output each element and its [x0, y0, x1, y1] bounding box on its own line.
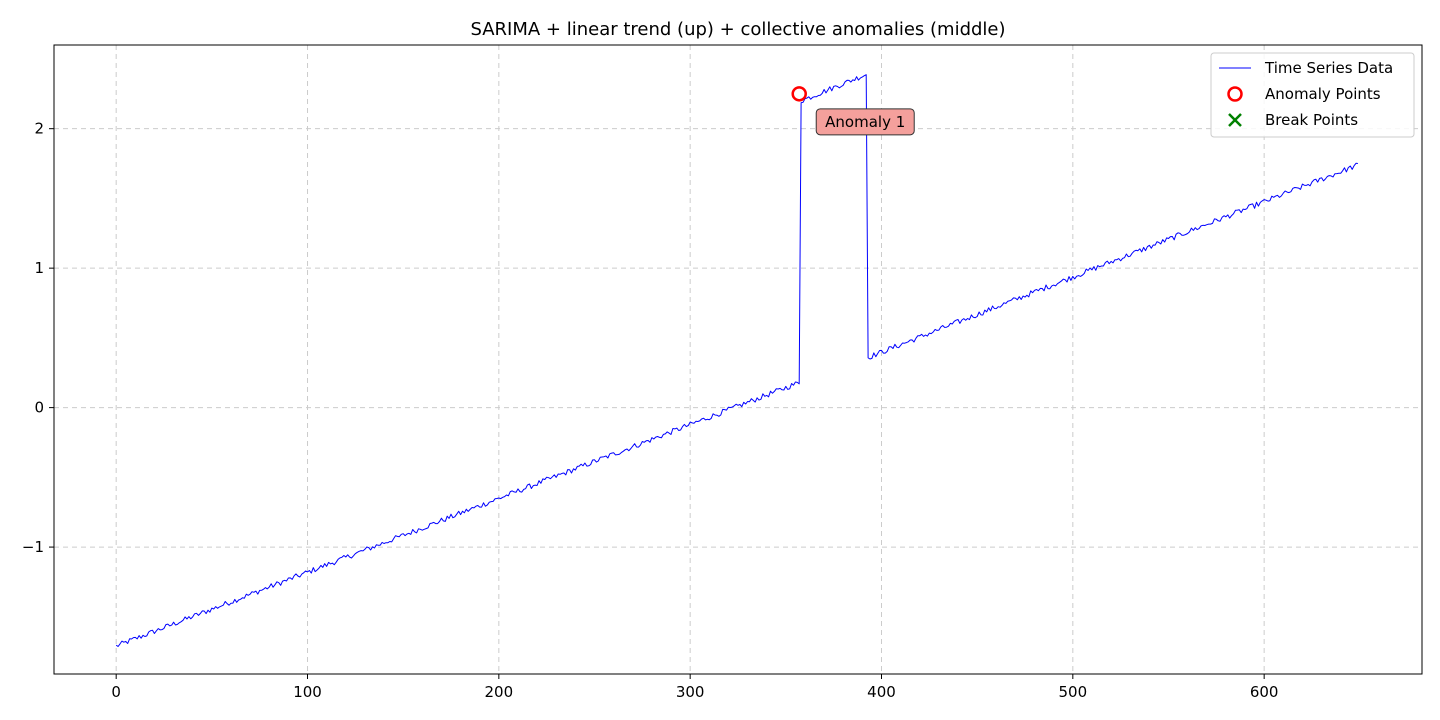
- axis-ticks: 0 100 200 300 400 500 600 −1 0 1 2: [22, 120, 1279, 701]
- legend-label: Anomaly Points: [1265, 85, 1381, 103]
- x-tick-label: 400: [867, 683, 896, 701]
- annotation-label: Anomaly 1: [825, 113, 905, 131]
- x-tick-label: 600: [1250, 683, 1279, 701]
- x-tick-label: 0: [111, 683, 121, 701]
- legend-swatch-circle: [1227, 86, 1243, 102]
- chart-title: SARIMA + linear trend (up) + collective …: [470, 19, 1005, 40]
- legend-swatch-x: [1228, 113, 1242, 127]
- plot-frame: [53, 44, 1423, 675]
- legend: Time Series Data Anomaly Points Break Poin…: [1210, 52, 1415, 138]
- x-tick-label: 200: [485, 683, 514, 701]
- legend-label: Time Series Data: [1264, 59, 1393, 77]
- y-tick-label: 1: [34, 259, 44, 277]
- y-tick-label: 2: [34, 120, 44, 138]
- x-tick-label: 100: [293, 683, 322, 701]
- series-line: [115, 74, 1358, 647]
- anomaly-markers: [791, 86, 807, 102]
- grid: [54, 45, 1422, 674]
- anomaly-point: [791, 86, 807, 102]
- x-tick-label: 300: [676, 683, 705, 701]
- y-tick-label: 0: [34, 399, 44, 417]
- x-tick-label: 500: [1059, 683, 1088, 701]
- y-tick-label: −1: [22, 538, 44, 556]
- series-layer: [115, 74, 1358, 647]
- legend-frame: [1210, 52, 1415, 138]
- annotations: Anomaly 1: [815, 108, 915, 136]
- legend-label: Break Points: [1265, 111, 1358, 129]
- annotation-box: [815, 108, 915, 136]
